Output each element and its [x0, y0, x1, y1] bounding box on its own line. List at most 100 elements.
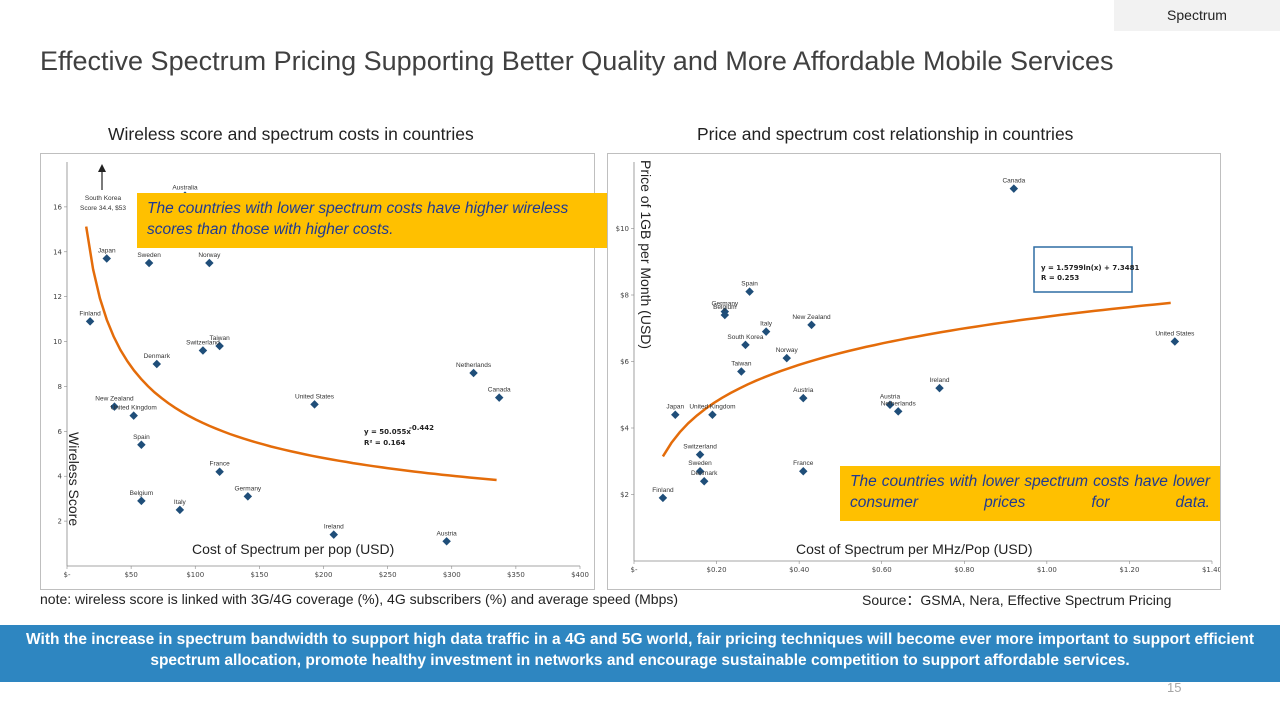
right-point-label: Belgium [713, 304, 736, 311]
left-point-label: Spain [133, 434, 150, 441]
left-x-tick-label: $200 [315, 571, 333, 579]
right-point [799, 466, 808, 476]
right-point [745, 287, 754, 296]
left-point-label: United States [295, 393, 335, 400]
right-point-label: Denmark [691, 470, 718, 477]
right-x-tick-label: $0.20 [707, 566, 727, 574]
right-point-label: United Kingdom [689, 404, 735, 411]
right-point-label: France [793, 460, 814, 467]
left-point-label: Austria [437, 530, 458, 537]
right-point-label: Finland [652, 487, 674, 494]
left-point-label: Belgium [130, 490, 153, 497]
right-point-label: Canada [1002, 178, 1025, 185]
left-point-label: Canada [488, 387, 511, 394]
left-point-label: Switzerland [186, 340, 220, 347]
right-x-axis-label: Cost of Spectrum per MHz/Pop (USD) [796, 541, 1033, 557]
right-point [782, 353, 791, 363]
right-point-label: New Zealand [792, 314, 831, 321]
left-x-tick-label: $150 [250, 571, 268, 579]
left-y-tick-label: 12 [53, 293, 62, 301]
trend-equation-box [1033, 246, 1133, 293]
trend-r-value: R = 0.253 [1041, 274, 1079, 282]
right-point [1009, 184, 1019, 193]
left-y-tick-label: 6 [58, 428, 63, 436]
left-point-label: New Zealand [95, 396, 134, 403]
footnote: note: wireless score is linked with 3G/4… [40, 591, 679, 607]
left-chart-title: Wireless score and spectrum costs in cou… [108, 124, 474, 144]
right-point-label: Austria [793, 387, 814, 394]
right-point-label: South Korea [727, 334, 764, 341]
right-x-tick-label: $0.60 [872, 566, 892, 574]
left-point-label: Australia [172, 185, 198, 192]
left-point-label: France [210, 461, 231, 468]
right-point-label: Ireland [930, 377, 950, 384]
right-y-tick-label: $2 [620, 491, 629, 499]
left-point [198, 346, 208, 355]
left-point [137, 440, 146, 450]
left-y-tick-label: 8 [58, 383, 62, 391]
right-point [935, 383, 944, 393]
left-y-tick-label: 2 [58, 518, 62, 526]
right-point [1170, 337, 1180, 346]
left-x-tick-label: $300 [443, 571, 461, 579]
right-point [695, 466, 705, 476]
right-point [885, 400, 895, 409]
right-point [695, 450, 705, 459]
summary-banner: With the increase in spectrum bandwidth … [0, 625, 1280, 682]
right-point-label: Spain [741, 281, 758, 288]
left-point-label: Germany [234, 485, 261, 492]
trend-equation: y = 50.055x [364, 428, 411, 436]
right-x-tick-label: $- [631, 566, 638, 574]
left-point [129, 411, 138, 420]
left-point [494, 393, 504, 402]
right-chart-frame: $- $0.20 $0.40 $0.60 $0.80 $1.00 $1.20 $1.40 $2 $… [607, 153, 1221, 590]
right-point-label: Austria [880, 394, 901, 401]
trend-r-squared: R² = 0.164 [364, 439, 405, 447]
left-y-tick-label: 16 [53, 203, 62, 211]
source-note: Source：GSMA, Nera, Effective Spectrum Pr… [862, 592, 1172, 608]
right-point [761, 327, 771, 336]
left-callout: The countries with lower spectrum costs … [137, 193, 607, 248]
right-point [671, 410, 680, 419]
left-x-tick-label: $50 [124, 571, 137, 579]
left-y-tick-label: 14 [53, 248, 62, 256]
right-trend-line [661, 301, 1171, 458]
left-point [215, 467, 224, 476]
page-title: Effective Spectrum Pricing Supporting Be… [40, 46, 1114, 76]
left-point [85, 317, 95, 326]
right-y-tick-label: $6 [620, 358, 629, 366]
right-point-label: Sweden [688, 460, 712, 467]
right-point-label: Japan [666, 404, 684, 411]
right-point [799, 393, 808, 403]
section-tab[interactable]: Spectrum [1114, 0, 1280, 31]
left-point [144, 258, 154, 268]
left-x-tick-label: $100 [186, 571, 204, 579]
left-point [137, 496, 146, 506]
left-point [310, 400, 319, 409]
left-point [102, 254, 112, 263]
left-point-label: Taiwan [210, 335, 231, 342]
right-point [737, 367, 746, 376]
right-point [741, 340, 750, 350]
right-y-tick-label: $10 [616, 225, 629, 233]
left-point-label: Finland [79, 310, 101, 317]
left-y-tick-label: 4 [58, 473, 63, 481]
left-point-label: Japan [98, 248, 116, 255]
right-x-tick-label: $0.80 [954, 566, 974, 574]
left-point [329, 530, 339, 539]
right-chart-title: Price and spectrum cost relationship in … [697, 124, 1074, 144]
left-trend-line [84, 226, 497, 482]
right-point [807, 320, 816, 330]
left-point [243, 492, 253, 501]
trend-equation-exponent: -0.442 [409, 424, 434, 432]
left-point [175, 505, 185, 515]
right-y-axis-label: Price of 1GB per Month (USD) [638, 160, 654, 350]
right-point-label: United States [1155, 331, 1195, 338]
right-y-tick-label: $8 [620, 292, 629, 300]
right-x-tick-label: $1.40 [1202, 566, 1220, 574]
left-y-tick-label: 10 [53, 338, 62, 346]
left-point-label: Ireland [324, 524, 344, 531]
left-point-label: Denmark [144, 353, 171, 360]
left-point [152, 359, 162, 369]
left-point [469, 368, 478, 378]
